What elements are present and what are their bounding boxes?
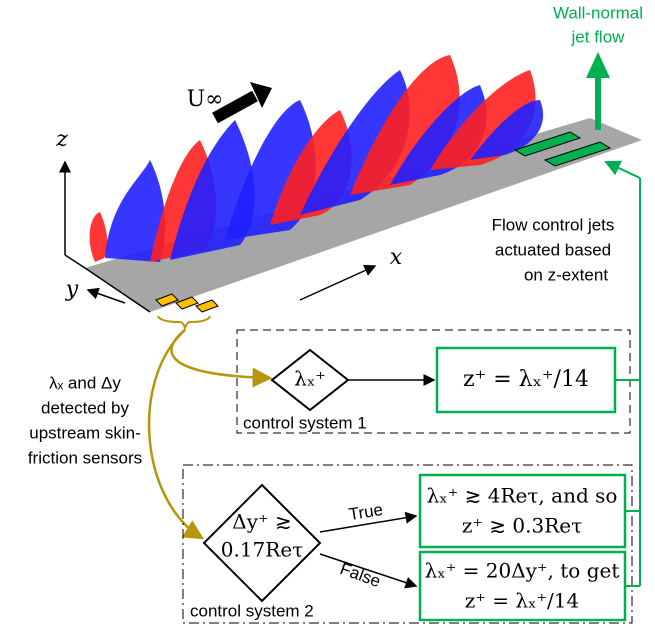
z-axis-label: z xyxy=(55,127,68,152)
system-label: control system 2 xyxy=(190,601,314,620)
output-label: z⁺ = λₓ⁺/14 xyxy=(463,367,589,392)
jet-label: jet flow xyxy=(571,27,626,46)
decision-label: Δy⁺ ≳ xyxy=(232,510,291,534)
y-axis-label: y xyxy=(65,277,79,302)
control-system-2: Δy⁺ ≳ 0.17Reτ True False λₓ⁺ ≳ 4Reτ, and… xyxy=(183,465,632,623)
control-system-1: λₓ⁺ z⁺ = λₓ⁺/14 control system 1 xyxy=(237,330,630,433)
decision-label: λₓ⁺ xyxy=(294,367,326,391)
freestream-label: U∞ xyxy=(187,87,224,112)
sensors-note: detected by xyxy=(41,398,129,417)
sensors-note: upstream skin- xyxy=(29,423,140,442)
jets-note: actuated based xyxy=(495,240,611,259)
decision-label: 0.17Reτ xyxy=(221,538,304,562)
sensors-note: friction sensors xyxy=(28,448,142,467)
branch-label: False xyxy=(338,559,384,591)
x-axis-label: x xyxy=(390,245,403,270)
branch-label: True xyxy=(347,500,384,524)
diagram: z y x U∞ Wall-normal jet flow Flow contr… xyxy=(0,0,655,633)
jet-label: Wall-normal xyxy=(553,3,643,22)
system-label: control system 1 xyxy=(243,413,367,432)
output-label: z⁺ = λₓ⁺/14 xyxy=(465,589,579,613)
sensors-note: λₓ and Δy xyxy=(49,373,121,392)
jets-note: Flow control jets xyxy=(492,215,615,234)
output-label: λₓ⁺ = 20Δy⁺, to get xyxy=(425,559,620,583)
jets-note: on z-extent xyxy=(524,265,608,284)
output-label: z⁺ ≳ 0.3Reτ xyxy=(462,514,582,538)
output-label: λₓ⁺ ≳ 4Reτ, and so xyxy=(427,484,618,508)
